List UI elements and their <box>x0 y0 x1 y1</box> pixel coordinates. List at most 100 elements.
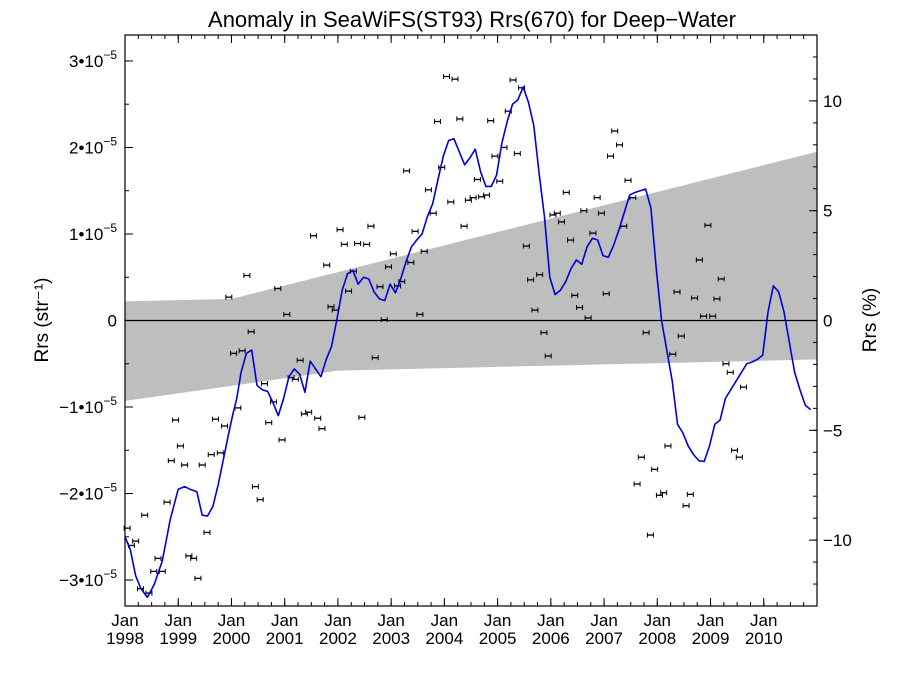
data-point <box>704 222 712 228</box>
x-axis: Jan 1998 Jan 1999 Jan 2000 Jan 2001 Jan 2002 Jan 20… <box>106 35 818 648</box>
data-point <box>513 151 521 157</box>
y-axis-left: 3•10−5 2•10−5 1•10−5 0 −1•10−5 −2•10−5 −3•10−5 <box>59 48 133 590</box>
x-tick-label: Jan 2006 <box>532 611 570 648</box>
data-point <box>576 305 584 311</box>
x-tick-label: Jan 2003 <box>372 611 410 648</box>
data-point <box>597 210 605 216</box>
y-axis-label: Rrs (str⁻¹) <box>32 278 53 363</box>
y-axis-right: 10 5 0 −5 −10 <box>809 56 852 585</box>
data-point <box>345 288 353 294</box>
y-tick-label: −1•10−5 <box>59 394 117 417</box>
data-point <box>447 199 455 205</box>
x-tick-label: Jan 2009 <box>692 611 730 648</box>
y2-tick-label: −5 <box>823 421 842 440</box>
data-point <box>247 329 255 335</box>
data-point <box>691 295 699 301</box>
y-tick-label: −2•10−5 <box>59 481 117 504</box>
data-point <box>726 369 734 375</box>
data-point <box>553 210 561 216</box>
y2-tick-label: 5 <box>823 202 832 221</box>
data-point <box>562 189 570 195</box>
data-point <box>158 568 166 574</box>
data-point <box>251 484 259 490</box>
data-point <box>673 289 681 295</box>
data-point <box>637 454 645 460</box>
data-point <box>198 462 206 468</box>
data-point <box>194 575 202 581</box>
data-point <box>132 538 140 544</box>
data-point <box>473 176 481 182</box>
y-tick-label: 1•10−5 <box>69 221 117 244</box>
data-point <box>336 227 344 233</box>
data-point <box>225 294 233 300</box>
data-point <box>536 272 544 278</box>
data-point <box>358 414 366 420</box>
data-point <box>633 481 641 487</box>
x-tick-label: Jan 1999 <box>159 611 197 648</box>
data-point <box>270 399 278 405</box>
data-point <box>141 512 149 518</box>
data-point <box>354 241 362 247</box>
data-point <box>451 76 459 82</box>
data-point <box>469 195 477 201</box>
data-point <box>274 285 282 291</box>
data-point <box>238 348 246 354</box>
data-point <box>611 128 619 134</box>
data-point <box>181 462 189 468</box>
chart-title: Anomaly in SeaWiFS(ST93) Rrs(670) for De… <box>208 7 736 32</box>
y-tick-label: 2•10−5 <box>69 134 117 157</box>
trend-line <box>124 86 812 599</box>
data-point <box>460 223 468 229</box>
data-point <box>433 119 441 125</box>
data-point <box>713 296 721 302</box>
data-point <box>686 491 694 497</box>
data-point <box>367 223 375 229</box>
data-point <box>256 497 264 503</box>
x-tick-label: Jan 1998 <box>106 611 144 648</box>
data-point <box>340 241 348 247</box>
data-point <box>491 153 499 159</box>
y2-tick-label: 0 <box>823 312 832 331</box>
data-point <box>584 315 592 321</box>
x-tick-label: Jan 2005 <box>479 611 517 648</box>
data-point <box>522 243 530 249</box>
data-point <box>376 284 384 290</box>
data-point <box>203 529 211 535</box>
data-point <box>380 317 388 323</box>
x-tick-label: Jan 2008 <box>638 611 676 648</box>
data-point <box>464 197 472 203</box>
confidence-band <box>125 151 817 401</box>
data-point <box>677 333 685 339</box>
data-point <box>172 417 180 423</box>
data-point <box>190 555 198 561</box>
data-point <box>278 437 286 443</box>
y2-tick-label: −10 <box>823 531 852 550</box>
data-point <box>371 355 379 361</box>
data-point <box>403 168 411 174</box>
data-point <box>265 420 273 426</box>
data-point <box>221 423 229 429</box>
data-point <box>429 210 437 216</box>
data-point <box>443 74 451 80</box>
data-point <box>384 264 392 270</box>
data-point <box>243 273 251 279</box>
data-point <box>660 490 668 496</box>
data-point <box>318 426 326 432</box>
data-point <box>487 118 495 124</box>
data-point <box>735 454 743 460</box>
data-point <box>163 499 171 505</box>
data-point <box>589 230 597 236</box>
y-tick-label: 3•10−5 <box>69 48 117 71</box>
data-point <box>411 228 419 234</box>
data-point <box>616 142 624 148</box>
data-point <box>283 311 291 317</box>
y-tick-label: 0 <box>108 312 117 331</box>
x-tick-label: Jan 2010 <box>745 611 783 648</box>
data-point <box>730 447 738 453</box>
data-point <box>407 260 415 266</box>
data-point <box>509 77 517 83</box>
data-point <box>531 307 539 313</box>
data-points <box>123 74 748 596</box>
data-point <box>544 353 552 359</box>
